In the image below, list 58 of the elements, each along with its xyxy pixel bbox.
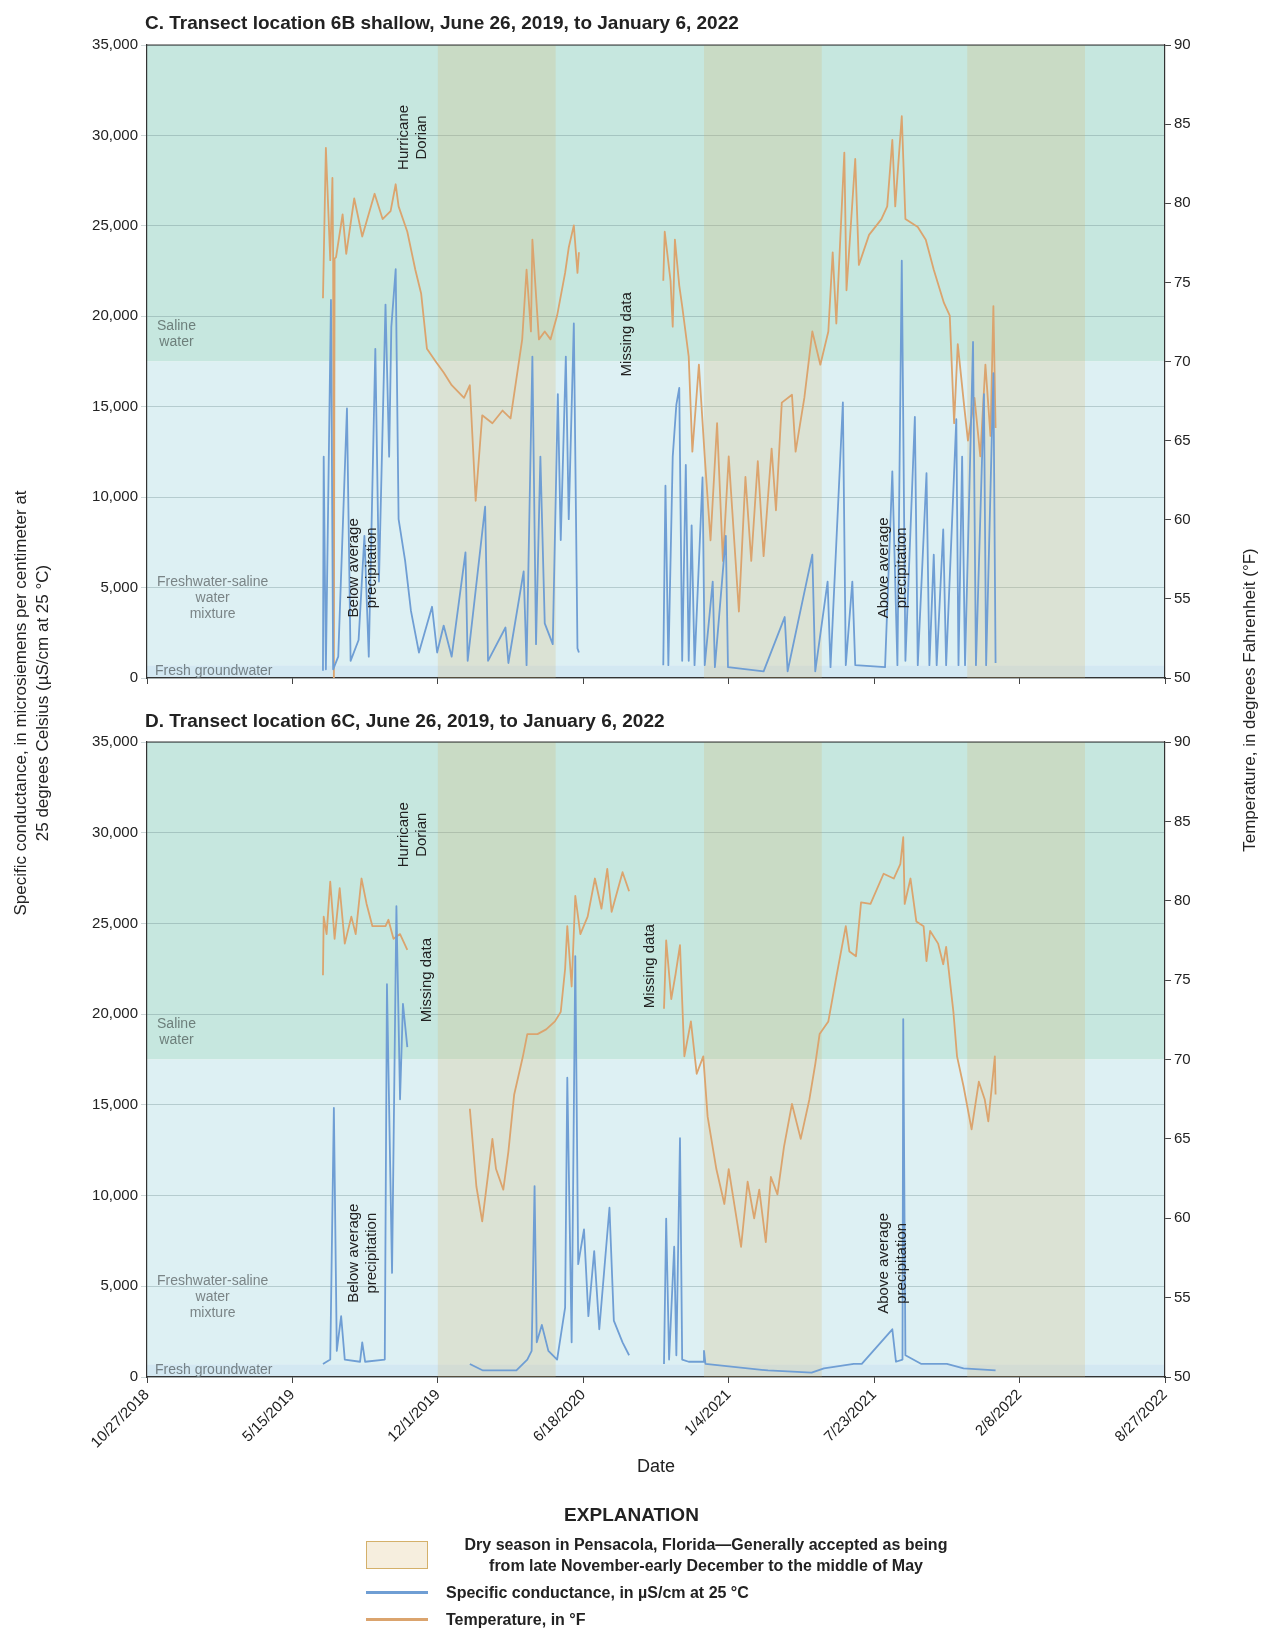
band-label: Saline water — [157, 1014, 197, 1047]
y-tick-label: 25,000 — [92, 913, 138, 931]
y2-tick-label: 60 — [1174, 1208, 1191, 1226]
y-tick-label: 35,000 — [92, 35, 138, 53]
y-tick-label: 15,000 — [92, 396, 138, 414]
y2-tick-label: 55 — [1174, 1287, 1191, 1305]
y-tick-label: 0 — [129, 1367, 138, 1385]
legend-label: Specific conductance, in µS/cm at 25 °C — [446, 1583, 749, 1603]
y-tick-label: 15,000 — [92, 1095, 138, 1112]
annotation: Hurricane Dorian — [393, 104, 429, 170]
band-label: Fresh groundwater — [155, 1361, 273, 1377]
y2-tick-label: 90 — [1174, 35, 1191, 53]
chart-title: C. Transect location 6B shallow, June 26, 2019, to January 6, 2022 — [145, 12, 739, 34]
y-tick-label: 20,000 — [92, 306, 138, 324]
y-tick-label: 20,000 — [92, 1004, 138, 1022]
y-tick-label: 10,000 — [92, 1185, 138, 1203]
y2-tick-label: 55 — [1174, 589, 1191, 607]
y2-tick-label: 70 — [1174, 351, 1191, 369]
chart-title: D. Transect location 6C, June 26, 2019, to January 6, 2022 — [145, 710, 665, 732]
legend-label: Temperature, in °F — [446, 1610, 586, 1630]
y2-tick-label: 65 — [1174, 1129, 1191, 1147]
y-tick-label: 0 — [129, 668, 138, 686]
y-tick-label: 10,000 — [92, 487, 138, 505]
annotation: Missing data — [417, 937, 435, 1023]
band-label: Saline water — [157, 316, 197, 349]
annotation: Below average precipitation — [343, 518, 379, 618]
y2-tick-label: 80 — [1174, 193, 1191, 211]
annotation: Hurricane Dorian — [393, 802, 429, 868]
y2-tick-label: 50 — [1174, 1367, 1191, 1385]
annotation: Below average precipitation — [343, 1203, 379, 1303]
y-tick-label: 5,000 — [100, 1276, 138, 1294]
y-axis-title: Specific conductance, in microsiemens per centimeter at 25 degrees Celsius (µS/cm at 25 °C) — [10, 489, 53, 918]
y-tick-label: 30,000 — [92, 822, 138, 840]
y2-tick-label: 80 — [1174, 890, 1191, 908]
y2-tick-label: 60 — [1174, 509, 1191, 527]
band-label: Freshwater-saline water mixture — [157, 1272, 269, 1320]
annotation: Above average precipitation — [874, 1212, 910, 1314]
y2-tick-label: 65 — [1174, 430, 1191, 448]
y2-tick-label: 75 — [1174, 272, 1191, 290]
legend-label: Dry season in Pensacola, Florida—Generally accepted as being from late November-early December to the middle of May — [463, 1535, 949, 1576]
y2-axis-title: Temperature, in degrees Fahrenheit (°F) — [1239, 547, 1260, 854]
band-label: Fresh groundwater — [155, 662, 273, 678]
y-tick-label: 25,000 — [92, 216, 138, 233]
y2-tick-label: 85 — [1174, 114, 1191, 132]
y2-tick-label: 75 — [1174, 970, 1191, 988]
y2-tick-label: 90 — [1174, 732, 1191, 750]
y-tick-label: 30,000 — [92, 125, 138, 143]
y-tick-label: 5,000 — [100, 577, 138, 595]
y2-tick-label: 85 — [1174, 811, 1191, 829]
annotation: Missing data — [616, 291, 634, 377]
y2-tick-label: 50 — [1174, 668, 1191, 686]
annotation: Missing data — [640, 923, 658, 1009]
band-label: Freshwater-saline water mixture — [157, 573, 269, 621]
y2-tick-label: 70 — [1174, 1049, 1191, 1067]
annotation: Above average precipitation — [874, 517, 910, 619]
legend-title: EXPLANATION — [563, 1504, 700, 1526]
y-tick-label: 35,000 — [92, 732, 138, 750]
x-axis-title: Date — [636, 1456, 676, 1477]
